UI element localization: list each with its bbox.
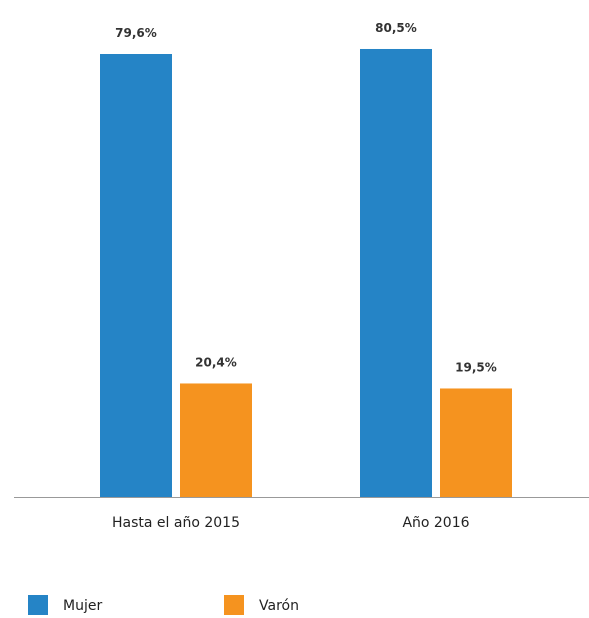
legend-swatch-varon [224, 595, 244, 615]
category-labels-layer: Hasta el año 2015 Año 2016 [112, 515, 470, 531]
bar-varon-1 [440, 388, 512, 497]
data-label-mujer-1: 80,5% [375, 21, 417, 35]
bar-varon-0 [180, 383, 252, 497]
bar-mujer-0 [100, 54, 172, 497]
legend-swatch-mujer [28, 595, 48, 615]
legend-label-mujer: Mujer [63, 598, 102, 614]
data-labels-layer: 79,6% 20,4% 80,5% 19,5% [115, 21, 497, 374]
data-label-varon-0: 20,4% [195, 355, 237, 369]
data-label-mujer-0: 79,6% [115, 26, 157, 40]
category-label-0: Hasta el año 2015 [112, 515, 240, 531]
legend-label-varon: Varón [259, 598, 299, 614]
data-label-varon-1: 19,5% [455, 360, 497, 374]
bar-mujer-1 [360, 48, 432, 497]
legend: Mujer Varón [28, 595, 299, 615]
category-label-1: Año 2016 [402, 515, 469, 531]
bars-layer [100, 48, 512, 497]
